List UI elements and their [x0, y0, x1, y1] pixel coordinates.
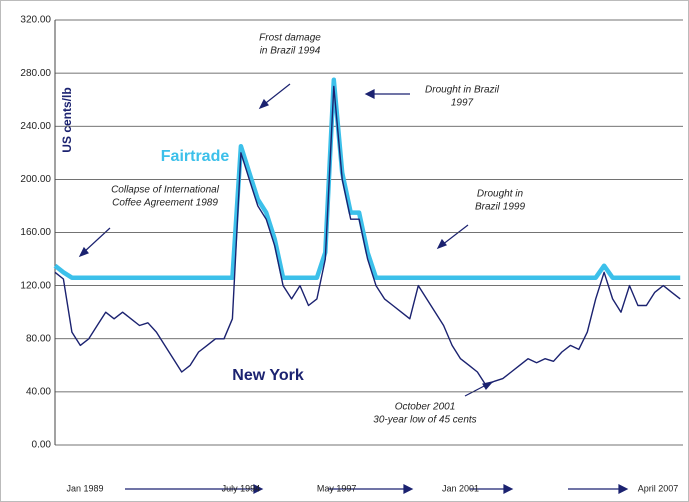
- annotation: Frost damage: [259, 33, 321, 44]
- annotation: 1997: [451, 98, 474, 109]
- x-tick-label: Jan 2001: [442, 483, 479, 493]
- y-tick-label: 0.00: [32, 440, 52, 451]
- annotation: Brazil 1999: [475, 202, 525, 213]
- annotation: Coffee Agreement 1989: [112, 198, 218, 209]
- y-tick-label: 320.00: [20, 15, 51, 26]
- y-tick-label: 200.00: [20, 174, 51, 185]
- series-line: [53, 77, 681, 280]
- annotation: October 2001: [395, 402, 456, 413]
- y-axis-label: US cents/lb: [60, 87, 74, 152]
- x-tick-label: Jan 1989: [66, 483, 103, 493]
- x-tick-label: July 1994: [222, 483, 261, 493]
- series-label: Fairtrade: [161, 148, 230, 165]
- y-tick-label: 80.00: [26, 333, 51, 344]
- y-tick-label: 240.00: [20, 121, 51, 132]
- annotation-arrows: [78, 83, 629, 494]
- annotation: Collapse of International: [111, 185, 220, 196]
- annotation: 30-year low of 45 cents: [373, 415, 476, 426]
- y-tick-label: 280.00: [20, 68, 51, 79]
- series-label: New York: [232, 367, 304, 384]
- annotation: in Brazil 1994: [260, 46, 321, 57]
- x-tick-label: April 2007: [638, 483, 679, 493]
- y-tick-label: 40.00: [26, 387, 51, 398]
- y-tick-label: 160.00: [20, 227, 51, 238]
- x-tick-label: May 1997: [317, 483, 357, 493]
- y-tick-label: 120.00: [20, 280, 51, 291]
- series-line: [54, 85, 681, 386]
- annotation: Drought in Brazil: [425, 85, 500, 96]
- annotation: Drought in: [477, 189, 524, 200]
